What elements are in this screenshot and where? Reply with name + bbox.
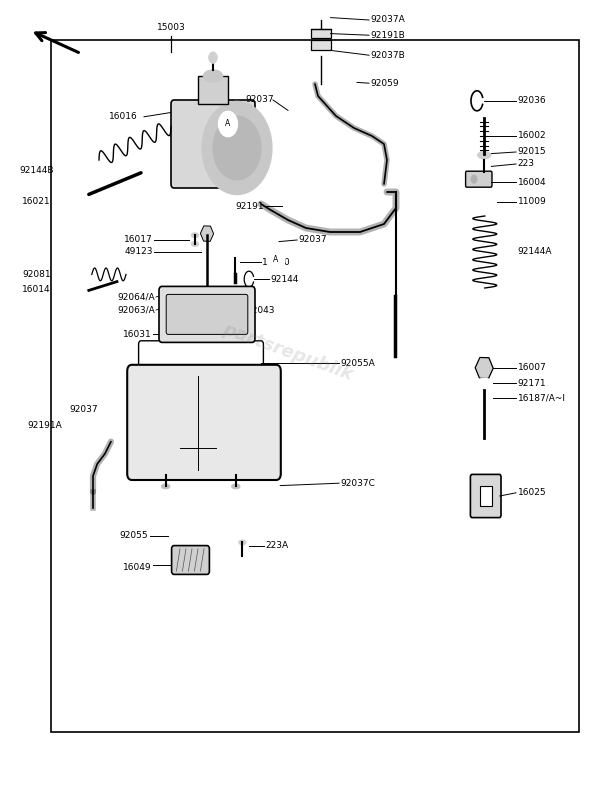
FancyBboxPatch shape — [470, 474, 501, 518]
Text: 16030: 16030 — [262, 258, 291, 267]
Text: 16049: 16049 — [122, 563, 151, 573]
Text: 16021: 16021 — [22, 197, 51, 206]
Text: 92059: 92059 — [370, 78, 399, 88]
Circle shape — [213, 116, 261, 180]
Bar — [51, 40, 579, 732]
Text: 92064/A~D: 92064/A~D — [117, 292, 169, 302]
Text: 92036: 92036 — [518, 96, 547, 106]
Text: 92081: 92081 — [22, 270, 51, 279]
Text: 92063/A~E: 92063/A~E — [117, 305, 168, 314]
Text: 92191B: 92191B — [370, 30, 405, 40]
Text: 92037A: 92037A — [370, 15, 405, 25]
Text: 49123: 49123 — [125, 247, 153, 257]
Text: 223: 223 — [518, 159, 535, 169]
Text: 16017: 16017 — [124, 235, 153, 245]
Bar — [198, 76, 228, 104]
Circle shape — [202, 102, 272, 194]
Bar — [480, 486, 492, 506]
Text: 92055A: 92055A — [341, 358, 376, 368]
Bar — [311, 40, 331, 50]
Text: 16187/A~I: 16187/A~I — [518, 394, 566, 403]
Text: 16025: 16025 — [518, 488, 547, 498]
Text: 16004: 16004 — [518, 178, 547, 187]
Text: 92037: 92037 — [245, 94, 274, 104]
Text: 92037: 92037 — [69, 405, 98, 414]
Ellipse shape — [239, 540, 246, 545]
Text: partsrepublik: partsrepublik — [220, 320, 356, 384]
Ellipse shape — [464, 194, 497, 209]
Circle shape — [267, 247, 285, 271]
Ellipse shape — [232, 484, 240, 489]
Ellipse shape — [203, 70, 223, 82]
Text: 92144: 92144 — [270, 274, 298, 284]
Text: 16016: 16016 — [109, 112, 138, 122]
Circle shape — [209, 52, 217, 63]
Circle shape — [218, 111, 238, 137]
Text: 92191: 92191 — [235, 202, 264, 211]
Text: 92171: 92171 — [518, 378, 547, 388]
Text: 223A: 223A — [266, 541, 289, 550]
Ellipse shape — [475, 378, 493, 388]
Ellipse shape — [191, 233, 199, 238]
Bar — [311, 29, 331, 38]
Text: 16031: 16031 — [123, 330, 152, 339]
FancyBboxPatch shape — [466, 171, 492, 187]
Text: 16014: 16014 — [22, 285, 51, 294]
Ellipse shape — [191, 242, 199, 246]
Ellipse shape — [478, 151, 491, 158]
FancyBboxPatch shape — [172, 546, 209, 574]
Text: 92015: 92015 — [518, 147, 547, 157]
Text: 16007: 16007 — [518, 363, 547, 373]
FancyBboxPatch shape — [127, 365, 281, 480]
FancyBboxPatch shape — [159, 286, 255, 342]
Ellipse shape — [161, 484, 170, 489]
Text: 92037C: 92037C — [341, 478, 376, 488]
Text: 16002: 16002 — [518, 131, 547, 141]
Text: 92144B: 92144B — [19, 166, 54, 175]
FancyBboxPatch shape — [166, 294, 248, 334]
FancyBboxPatch shape — [171, 100, 255, 188]
Text: 92144A: 92144A — [518, 246, 552, 256]
FancyBboxPatch shape — [139, 341, 263, 373]
Text: 15003: 15003 — [157, 23, 185, 32]
Text: A: A — [226, 119, 230, 129]
Text: 92191A: 92191A — [27, 421, 62, 430]
Circle shape — [471, 175, 477, 183]
Text: A: A — [274, 254, 278, 264]
Text: 92037B: 92037B — [370, 50, 405, 60]
Text: 92055: 92055 — [119, 531, 148, 541]
Text: 11009: 11009 — [518, 197, 547, 206]
Text: 92037: 92037 — [298, 235, 327, 245]
Text: 92043: 92043 — [246, 306, 275, 315]
